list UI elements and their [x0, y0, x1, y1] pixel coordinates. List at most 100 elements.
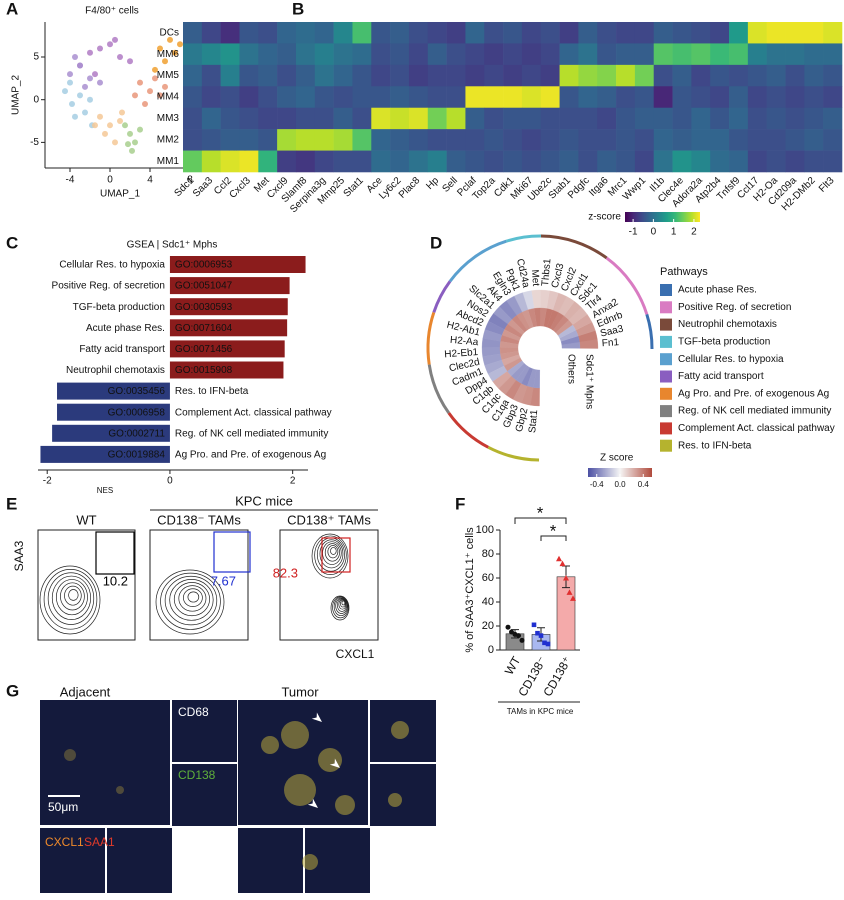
heat-cell: [766, 22, 786, 44]
legend-swatch: [660, 422, 672, 435]
micrograph: [40, 828, 105, 893]
heat-cell: [747, 43, 767, 66]
plot-title: CD138⁻ TAMs: [157, 512, 241, 527]
heat-cell: [597, 43, 617, 66]
heat-cell: [465, 107, 485, 130]
contour: [164, 575, 218, 626]
heat-cell: [314, 64, 334, 87]
y-axis-label: % of SAA3⁺CXCL1⁺ cells: [464, 527, 476, 653]
cell-signal: [388, 793, 402, 807]
heat-cell: [766, 107, 786, 130]
heat-cell: [371, 150, 391, 173]
heat-cell: [484, 129, 504, 151]
pathway-arc: [605, 256, 649, 315]
y-tick-label: 20: [482, 620, 494, 632]
column-label: Itga6: [587, 175, 611, 199]
point: [157, 92, 163, 99]
heat-cell: [616, 22, 636, 44]
contour: [68, 589, 79, 601]
point: [82, 109, 88, 116]
heat-cell: [314, 107, 334, 130]
contour: [333, 597, 349, 617]
point: [97, 113, 103, 120]
heat-cell: [352, 107, 372, 130]
gene-label: H2-Aa: [449, 335, 479, 348]
contour: [335, 597, 348, 614]
heat-cell: [672, 64, 692, 87]
heat-cell: [634, 150, 655, 173]
point: [519, 637, 525, 643]
heat-cell: [653, 86, 673, 109]
heat-cell: [710, 86, 730, 109]
heat-cell: [277, 86, 297, 109]
heat-cell: [220, 43, 240, 66]
heat-cell: [691, 107, 711, 130]
heat-cell: [653, 64, 673, 87]
heat-cell: [183, 150, 203, 173]
point: [177, 41, 183, 48]
heat-cell: [710, 107, 730, 130]
heat-cell: [747, 64, 767, 87]
heat-cell: [201, 64, 221, 87]
legend-label: Complement Act. classical pathway: [678, 423, 835, 434]
heat-cell: [333, 129, 353, 151]
contour: [169, 579, 214, 621]
point: [92, 71, 98, 78]
heat-cell: [559, 150, 579, 173]
heat-cell: [371, 107, 391, 130]
row-label: MM3: [157, 113, 180, 124]
heat-cell: [277, 107, 297, 130]
bar: [57, 382, 170, 400]
heat-cell: [823, 129, 843, 151]
point: [570, 595, 576, 601]
heat-cell: [653, 43, 673, 66]
ring-label: Others: [565, 354, 576, 384]
heat-cell: [239, 129, 259, 151]
heat-cell: [427, 107, 447, 130]
heat-cell: [484, 150, 504, 173]
contour: [330, 595, 350, 621]
point: [132, 92, 138, 99]
legend-swatch: [660, 439, 672, 452]
colorbar-tick-label: 0.0: [614, 480, 626, 489]
heat-cell: [710, 64, 730, 87]
heat-cell: [747, 107, 767, 130]
legend-label: Cellular Res. to hypoxia: [678, 354, 784, 365]
heat-cell: [295, 86, 316, 109]
colorbar-tick-label: 0: [651, 227, 657, 238]
contour: [160, 572, 221, 630]
heat-cell: [672, 150, 692, 173]
heat-cell: [390, 22, 410, 44]
heat-cell: [277, 22, 297, 44]
heat-cell: [578, 64, 598, 87]
contour: [51, 575, 91, 620]
colorbar: [588, 468, 652, 477]
contour: [155, 569, 225, 635]
heat-cell: [201, 22, 221, 44]
colorbar-tick-label: 2: [691, 227, 697, 238]
heat-cell: [559, 64, 579, 87]
heat-cell: [521, 43, 542, 66]
heat-cell: [239, 86, 259, 109]
gene-label: H2-Eb1: [444, 347, 479, 360]
micrograph: [172, 764, 237, 826]
point: [125, 141, 131, 148]
contour: [43, 569, 98, 630]
point: [127, 58, 133, 65]
heat-cell: [183, 22, 203, 44]
heat-cell: [258, 43, 278, 66]
bar-label: Cellular Res. to hypoxia: [59, 260, 165, 271]
colorbar-label: Z score: [600, 453, 634, 464]
point: [556, 555, 562, 562]
go-id: GO:0030593: [175, 302, 233, 313]
heat-cell: [258, 22, 278, 44]
cell-signal: [116, 786, 124, 794]
heat-cell: [710, 22, 730, 44]
heat-cell: [503, 107, 523, 130]
column-label: Saa3: [191, 175, 216, 200]
heat-cell: [295, 64, 316, 87]
column-label: Plac8: [397, 175, 423, 201]
point: [152, 66, 158, 73]
contour: [332, 596, 349, 619]
heat-cell: [521, 129, 542, 151]
